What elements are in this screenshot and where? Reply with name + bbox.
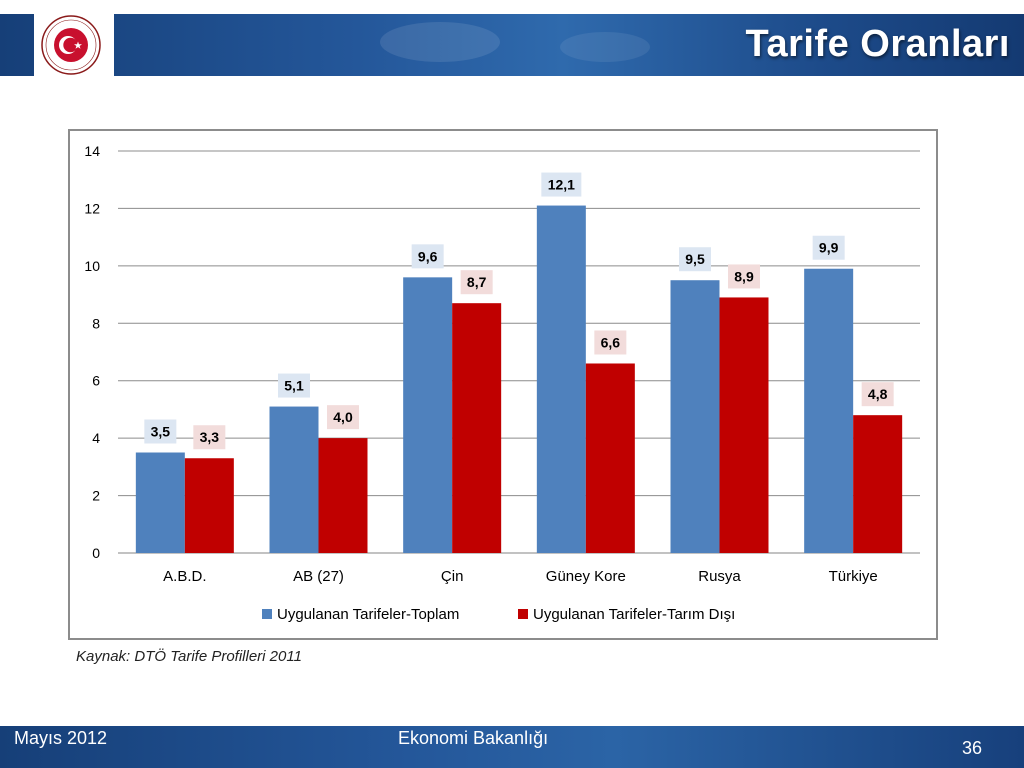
footer-date: Mayıs 2012 <box>14 728 108 748</box>
legend-label: Uygulanan Tarifeler-Toplam <box>277 606 459 623</box>
x-tick-label: Güney Kore <box>546 568 626 585</box>
bar <box>670 280 720 553</box>
bar <box>269 406 319 553</box>
map-decoration <box>560 32 650 62</box>
x-tick-label: Rusya <box>698 568 741 585</box>
data-label-background <box>411 244 444 269</box>
y-tick-label: 8 <box>92 315 100 331</box>
chart-frame: 0 2 4 6 8 10 12 14 3,5 3,3 A.B.D. 5,1 4,0 AB (27) 9,6 8… <box>68 129 938 640</box>
y-tick-label: 2 <box>92 488 100 504</box>
data-label-background <box>144 419 177 444</box>
y-tick-label: 4 <box>92 430 100 446</box>
bar <box>184 458 234 553</box>
data-label-background <box>193 425 226 450</box>
data-label: 4,0 <box>333 409 353 425</box>
page-title: Tarife Oranları <box>745 23 1010 65</box>
data-label: 6,6 <box>601 334 621 350</box>
bar <box>804 268 854 553</box>
data-label: 9,9 <box>819 240 839 256</box>
data-label: 4,8 <box>868 386 888 402</box>
bar <box>318 438 368 553</box>
ministry-seal-logo <box>41 15 101 75</box>
data-label: 5,1 <box>284 378 304 394</box>
data-label-background <box>594 330 627 355</box>
data-label: 8,7 <box>467 274 487 290</box>
map-decoration <box>380 22 500 62</box>
footer-organization: Ekonomi Bakanlığı <box>398 728 549 748</box>
data-label-background <box>327 405 359 430</box>
y-tick-label: 10 <box>84 258 100 274</box>
footer-banner <box>0 726 1024 768</box>
data-label: 3,5 <box>151 424 171 440</box>
data-label-background <box>812 235 845 260</box>
bar <box>853 415 903 553</box>
data-label-background <box>679 247 711 272</box>
data-label: 9,6 <box>418 248 438 264</box>
data-label: 8,9 <box>734 268 754 284</box>
y-tick-label: 0 <box>92 545 100 561</box>
data-label: 3,3 <box>200 429 220 445</box>
data-label-background <box>541 172 582 197</box>
bar <box>585 363 635 553</box>
bar <box>135 452 185 553</box>
x-tick-label: Çin <box>441 568 464 585</box>
legend-swatch <box>518 609 528 619</box>
legend-swatch <box>262 609 272 619</box>
header-banner <box>0 14 1024 76</box>
bar-chart: 0 2 4 6 8 10 12 14 3,5 3,3 A.B.D. 5,1 4,0 AB (27) 9,6 8… <box>84 143 920 623</box>
y-tick-label: 6 <box>92 373 100 389</box>
x-tick-label: AB (27) <box>293 568 344 585</box>
x-tick-label: A.B.D. <box>163 568 206 585</box>
data-label-background <box>861 382 894 407</box>
y-tick-label: 12 <box>84 200 100 216</box>
data-label-background <box>728 264 760 289</box>
data-label: 9,5 <box>685 251 705 267</box>
bar <box>403 277 453 553</box>
source-note: Kaynak: DTÖ Tarife Profilleri 2011 <box>76 648 302 665</box>
page-number: 36 <box>962 738 983 758</box>
bar <box>536 205 586 554</box>
data-label: 12,1 <box>548 177 575 193</box>
legend-label: Uygulanan Tarifeler-Tarım Dışı <box>533 606 735 623</box>
y-tick-label: 14 <box>84 143 100 159</box>
bar <box>719 297 769 553</box>
data-label-background <box>278 373 310 398</box>
bar <box>452 303 502 553</box>
data-label-background <box>460 270 493 295</box>
x-tick-label: Türkiye <box>829 568 878 585</box>
